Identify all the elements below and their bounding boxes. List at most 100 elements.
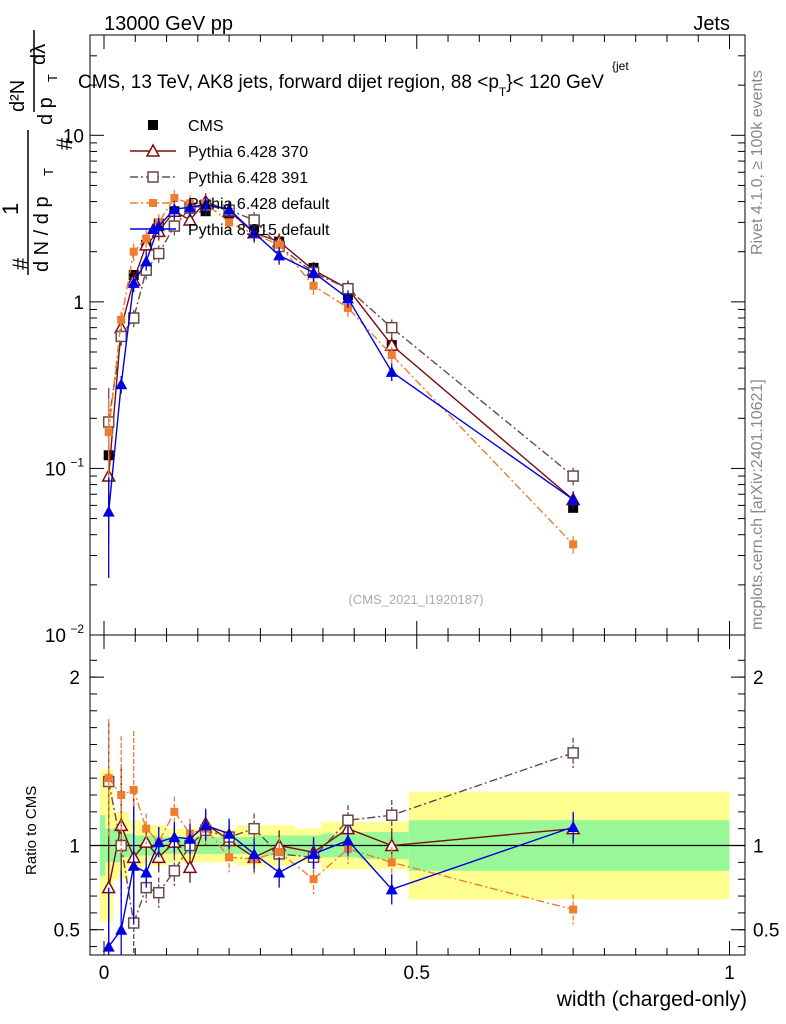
- ylabel-dN-dpT: d N / d p: [31, 196, 53, 272]
- marker-py8: [102, 505, 115, 517]
- legend-item-pydef: Pythia 6.428 default: [130, 196, 330, 213]
- plot-title-text: CMS, 13 TeV, AK8 jets, forward dijet reg…: [78, 72, 604, 99]
- ratio-y-tick-label-right: 2: [753, 668, 764, 689]
- ratio-marker-py8: [168, 831, 181, 843]
- marker-py8: [168, 203, 181, 215]
- legend-marker: [147, 171, 159, 183]
- marker-py8: [184, 201, 197, 213]
- ratio-marker-pydef: [129, 785, 138, 794]
- marker-py8: [341, 292, 354, 304]
- marker-py8: [199, 198, 212, 210]
- y-tick-label: 10: [45, 626, 66, 647]
- legend-marker: [149, 199, 157, 207]
- ratio-marker-pydef: [104, 774, 113, 783]
- series-line-py370: [107, 200, 574, 501]
- main-ylabel: # 1 d N / d p T # d²N d p T dλ: [0, 30, 77, 275]
- ratio-marker-py8: [307, 847, 320, 859]
- ylabel-d2N: d²N: [7, 80, 29, 112]
- ratio-series-py8: [102, 806, 580, 955]
- title-p: p: [488, 72, 499, 93]
- title-sub: T: [499, 85, 507, 99]
- marker-py8: [567, 493, 580, 505]
- ratio-marker-py8: [102, 940, 115, 952]
- marker-py8: [127, 276, 140, 288]
- ratio-marker-py8: [140, 866, 153, 878]
- ratio-marker-py391: [342, 814, 354, 827]
- series-line-py391: [107, 204, 574, 477]
- ratio-marker-py8: [152, 836, 165, 848]
- ratio-marker-py8: [341, 834, 354, 846]
- ratio-y-tick-label-right: 1: [753, 837, 764, 858]
- ratio-marker-py391: [152, 886, 165, 899]
- rivet-version-label: Rivet 4.1.0, ≥ 100k events: [749, 70, 766, 255]
- series-pydef: [104, 189, 578, 554]
- x-tick-label: 1: [724, 963, 735, 984]
- legend-label: Pythia 6.428 391: [188, 170, 308, 187]
- marker-py8: [307, 266, 320, 278]
- marker-py370: [182, 212, 198, 226]
- marker-pydef: [309, 281, 318, 290]
- ratio-marker-pydef: [142, 824, 151, 833]
- marker-pydef: [225, 218, 234, 227]
- ratio-marker-pydef: [117, 791, 126, 799]
- legend-marker: [147, 223, 159, 234]
- ratio-marker-py8: [115, 923, 128, 935]
- ratio-marker-py8: [199, 819, 212, 831]
- legend-item-cms: CMS: [148, 118, 224, 135]
- legend-label: Pythia 8.315 default: [188, 222, 330, 239]
- ratio-marker-pydef: [569, 905, 578, 914]
- y-tick-label: 1: [73, 293, 84, 314]
- ratio-marker-py370: [182, 859, 198, 874]
- ratio-marker-py8: [223, 827, 236, 839]
- ylabel-dpT: d p: [35, 97, 57, 125]
- series-line-pydef: [107, 197, 574, 545]
- ratio-y-tick-label: 2: [69, 668, 80, 689]
- ratio-marker-py8: [273, 866, 286, 878]
- ratio-y-tick-label: 1: [69, 837, 80, 858]
- legend-marker: [148, 120, 158, 130]
- ylabel-T-1: T: [41, 168, 56, 176]
- legend: CMS Pythia 6.428 370 Pythia 6.428 391 Pythi…: [130, 118, 330, 239]
- ratio-marker-pydef: [225, 853, 234, 862]
- marker-py8: [385, 365, 398, 377]
- x-tick-label: 0.5: [404, 963, 430, 984]
- ylabel-hash-2: #: [52, 137, 77, 150]
- series-line-py8: [107, 203, 574, 512]
- marker-py8: [248, 226, 261, 238]
- beam-label: 13000 GeV pp: [104, 13, 233, 35]
- marker-py8: [273, 249, 286, 261]
- legend-item-py8: Pythia 8.315 default: [130, 222, 330, 239]
- series-py8: [102, 196, 580, 578]
- marker-py8: [223, 203, 236, 215]
- title-sup: {jet: [612, 59, 629, 73]
- ratio-marker-py8: [248, 847, 261, 859]
- marker-py8: [140, 255, 153, 267]
- y-tick-exponent: −1: [70, 455, 84, 469]
- analysis-id-label: (CMS_2021_I1920187): [348, 592, 483, 607]
- ratio-marker-py391: [567, 747, 579, 759]
- series-py391: [102, 197, 579, 489]
- ratio-ylabel: Ratio to CMS: [23, 786, 40, 875]
- ratio-marker-py391: [385, 809, 398, 821]
- main-panel: 10 −2 10 −1 1 10: [45, 34, 746, 647]
- marker-py391: [152, 247, 165, 260]
- marker-pydef: [275, 240, 284, 249]
- ylabel-one: 1: [0, 203, 23, 215]
- ratio-marker-py8: [385, 883, 398, 895]
- marker-pydef: [117, 315, 126, 324]
- legend-label: Pythia 6.428 370: [188, 144, 308, 161]
- ratio-marker-py391: [248, 822, 260, 835]
- legend-marker: [145, 143, 161, 157]
- ratio-marker-py8: [567, 821, 580, 832]
- ratio-y-tick-label-right: 0.5: [753, 921, 779, 942]
- ratio-marker-py391: [168, 865, 181, 877]
- marker-py391: [567, 470, 579, 482]
- marker-pydef: [104, 428, 113, 437]
- marker-py8: [115, 378, 128, 390]
- x-tick-label: 0: [99, 963, 110, 984]
- ratio-marker-pydef: [275, 848, 284, 857]
- y-tick-exponent: −2: [70, 622, 84, 636]
- legend-item-py391: Pythia 6.428 391: [130, 170, 308, 187]
- mcplots-label: mcplots.cern.ch [arXiv:2401.10621]: [749, 379, 766, 630]
